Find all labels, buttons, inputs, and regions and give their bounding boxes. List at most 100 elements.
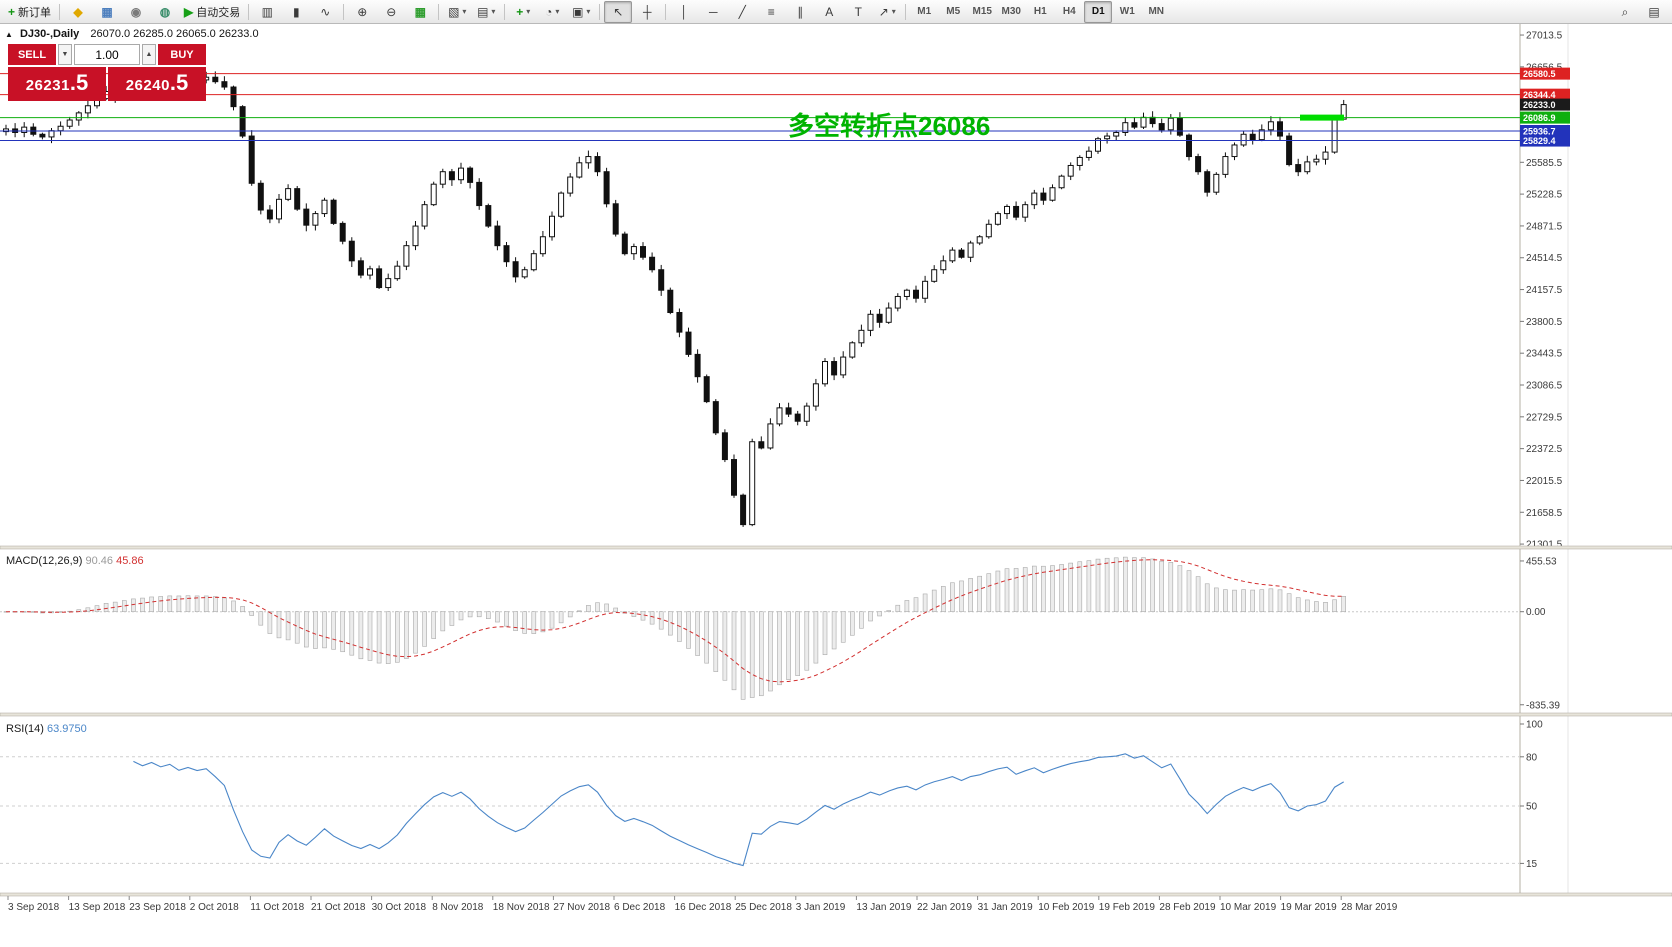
timeframe-h1-button[interactable]: H1 [1026,1,1054,23]
svg-text:21301.5: 21301.5 [1526,540,1563,551]
periods-icon: ◔ [545,4,553,19]
toolbar-left: + 新订单 ◆ ▦ ◉ ◍ ▶ 自动交易 ▥ ▮ ∿ ⊕ ⊖ ▦ ▧ ▾ ▤ ▾ + ▾ ◔ ▾ ▣ ▾ ↖ ┼ │ ─ ╱ ≡ ∥ A T ↗ ▾… [4,0,1170,23]
channel-button[interactable]: ∥ [786,1,814,23]
timeframe-h4-button[interactable]: H4 [1055,1,1083,23]
timeframe-m1-button-label: M1 [917,6,932,17]
buy-price-frac: .5 [169,70,189,95]
date-axis[interactable]: 3 Sep 2018 13 Sep 2018 23 Sep 2018 2 Oct 20… [7,896,1398,913]
volume-down-button[interactable]: ▼ [58,44,72,65]
autotrading-button-label: 自动交易 [196,6,241,19]
search-button[interactable]: ⌕ [1611,1,1639,23]
svg-text:28 Mar 2019: 28 Mar 2019 [1341,902,1398,913]
panels-button[interactable]: ▤ [1640,1,1668,23]
chart-expander-icon[interactable]: ▲ [5,30,13,39]
timeframe-m30-button[interactable]: M30 [997,1,1025,23]
candlestick-chart-button[interactable]: ▮ [282,1,310,23]
timeframe-m1-button[interactable]: M1 [910,1,938,23]
horizontal-line-button[interactable]: ─ [699,1,727,23]
timeframe-m5-button-label: M5 [946,6,961,17]
timeframe-d1-button[interactable]: D1 [1084,0,1113,23]
toolbar-separator [438,3,440,20]
line-chart-button[interactable]: ∿ [311,1,339,23]
timeframe-d1-button-label: D1 [1091,6,1105,17]
volume-up-button[interactable]: ▲ [142,44,156,65]
bar-chart-button[interactable]: ▥ [253,1,281,23]
buy-price-main: 26240 [125,77,170,94]
cursor-icon: ↖ [613,4,624,19]
toolbar-separator [665,3,667,20]
fibonacci-button[interactable]: ≡ [757,1,785,23]
tile-windows-button[interactable]: ▦ [406,1,434,23]
autotrading-icon: ▶ [184,4,194,19]
macd-histogram [3,556,1346,700]
timeframe-mn-button[interactable]: MN [1142,1,1170,23]
svg-text:26580.5: 26580.5 [1523,69,1556,79]
periods-button[interactable]: ◔ ▾ [538,1,566,23]
sell-price-main: 26231 [25,77,70,94]
sell-button[interactable]: SELL [8,44,56,65]
shift-chart-button[interactable]: ▤ ▾ [472,1,500,23]
autotrading-button[interactable]: ▶ 自动交易 [180,1,244,23]
data-window-button[interactable]: ▦ [93,1,121,23]
svg-text:25936.7: 25936.7 [1523,126,1556,136]
sell-price-frac: .5 [69,70,89,95]
trade-panel-price-row: 26231.5 26240.5 [8,67,206,101]
level-lines-layer[interactable] [0,73,1520,142]
market-watch-icon: ◆ [73,4,83,19]
text-label-button[interactable]: T [844,1,872,23]
indicators-button[interactable]: + ▾ [509,1,537,23]
crosshair-button[interactable]: ┼ [633,1,661,23]
panel-separator[interactable] [0,712,1672,717]
main-toolbar: + 新订单 ◆ ▦ ◉ ◍ ▶ 自动交易 ▥ ▮ ∿ ⊕ ⊖ ▦ ▧ ▾ ▤ ▾ + ▾ ◔ ▾ ▣ ▾ ↖ ┼ │ ─ ╱ ≡ ∥ A T ↗ ▾… [0,0,1672,24]
timeframe-w1-button[interactable]: W1 [1113,1,1141,23]
text-icon: A [825,4,834,19]
new-order-button[interactable]: + 新订单 [4,1,55,23]
text-button[interactable]: A [815,1,843,23]
timeframe-m15-button[interactable]: M15 [968,1,996,23]
chevron-down-icon: ▾ [586,7,591,16]
panels-icon: ▤ [1648,4,1660,19]
buy-price-button[interactable]: 26240.5 [108,67,206,101]
svg-text:10 Mar 2019: 10 Mar 2019 [1220,902,1277,913]
cursor-button[interactable]: ↖ [604,0,633,23]
arrows-button[interactable]: ↗ ▾ [873,1,901,23]
volume-input[interactable] [74,44,140,65]
svg-text:23800.5: 23800.5 [1526,317,1563,328]
trendline-button[interactable]: ╱ [728,1,756,23]
one-click-trading-panel: SELL ▼ ▲ BUY 26231.5 26240.5 [8,44,206,101]
svg-text:22 Jan 2019: 22 Jan 2019 [917,902,972,913]
toolbar-right: ⌕ ▤ [1611,1,1668,23]
buy-button[interactable]: BUY [158,44,206,65]
svg-text:15: 15 [1526,859,1538,870]
toolbar-separator [504,3,506,20]
zoom-in-button[interactable]: ⊕ [348,1,376,23]
navigator-button[interactable]: ◉ [122,1,150,23]
terminal-button[interactable]: ◍ [151,1,179,23]
turning-point-highlight[interactable] [1300,114,1344,121]
search-icon: ⌕ [1621,4,1629,19]
terminal-icon: ◍ [159,4,171,19]
panel-separator[interactable] [0,892,1672,897]
rsi-header: RSI(14) 63.9750 [6,723,87,735]
timeframe-mn-button-label: MN [1148,6,1165,17]
candlestick-chart-icon: ▮ [292,4,300,19]
shift-chart-icon: ▤ [477,4,489,19]
toolbar-separator [599,3,601,20]
svg-text:2 Oct 2018: 2 Oct 2018 [190,902,239,913]
svg-text:80: 80 [1526,752,1538,763]
svg-text:8 Nov 2018: 8 Nov 2018 [432,902,484,913]
svg-text:26233.0: 26233.0 [1523,100,1556,110]
timeframe-h1-button-label: H1 [1033,6,1047,17]
sell-price-button[interactable]: 26231.5 [8,67,106,101]
svg-text:23086.5: 23086.5 [1526,381,1563,392]
profiles-button[interactable]: ▧ ▾ [443,1,471,23]
timeframe-m5-button[interactable]: M5 [939,1,967,23]
market-watch-button[interactable]: ◆ [64,1,92,23]
templates-button[interactable]: ▣ ▾ [567,1,595,23]
svg-text:0.00: 0.00 [1526,607,1546,618]
zoom-out-button[interactable]: ⊖ [377,1,405,23]
panel-separator[interactable] [0,545,1672,550]
vertical-line-button[interactable]: │ [670,1,698,23]
svg-text:24871.5: 24871.5 [1526,221,1563,232]
